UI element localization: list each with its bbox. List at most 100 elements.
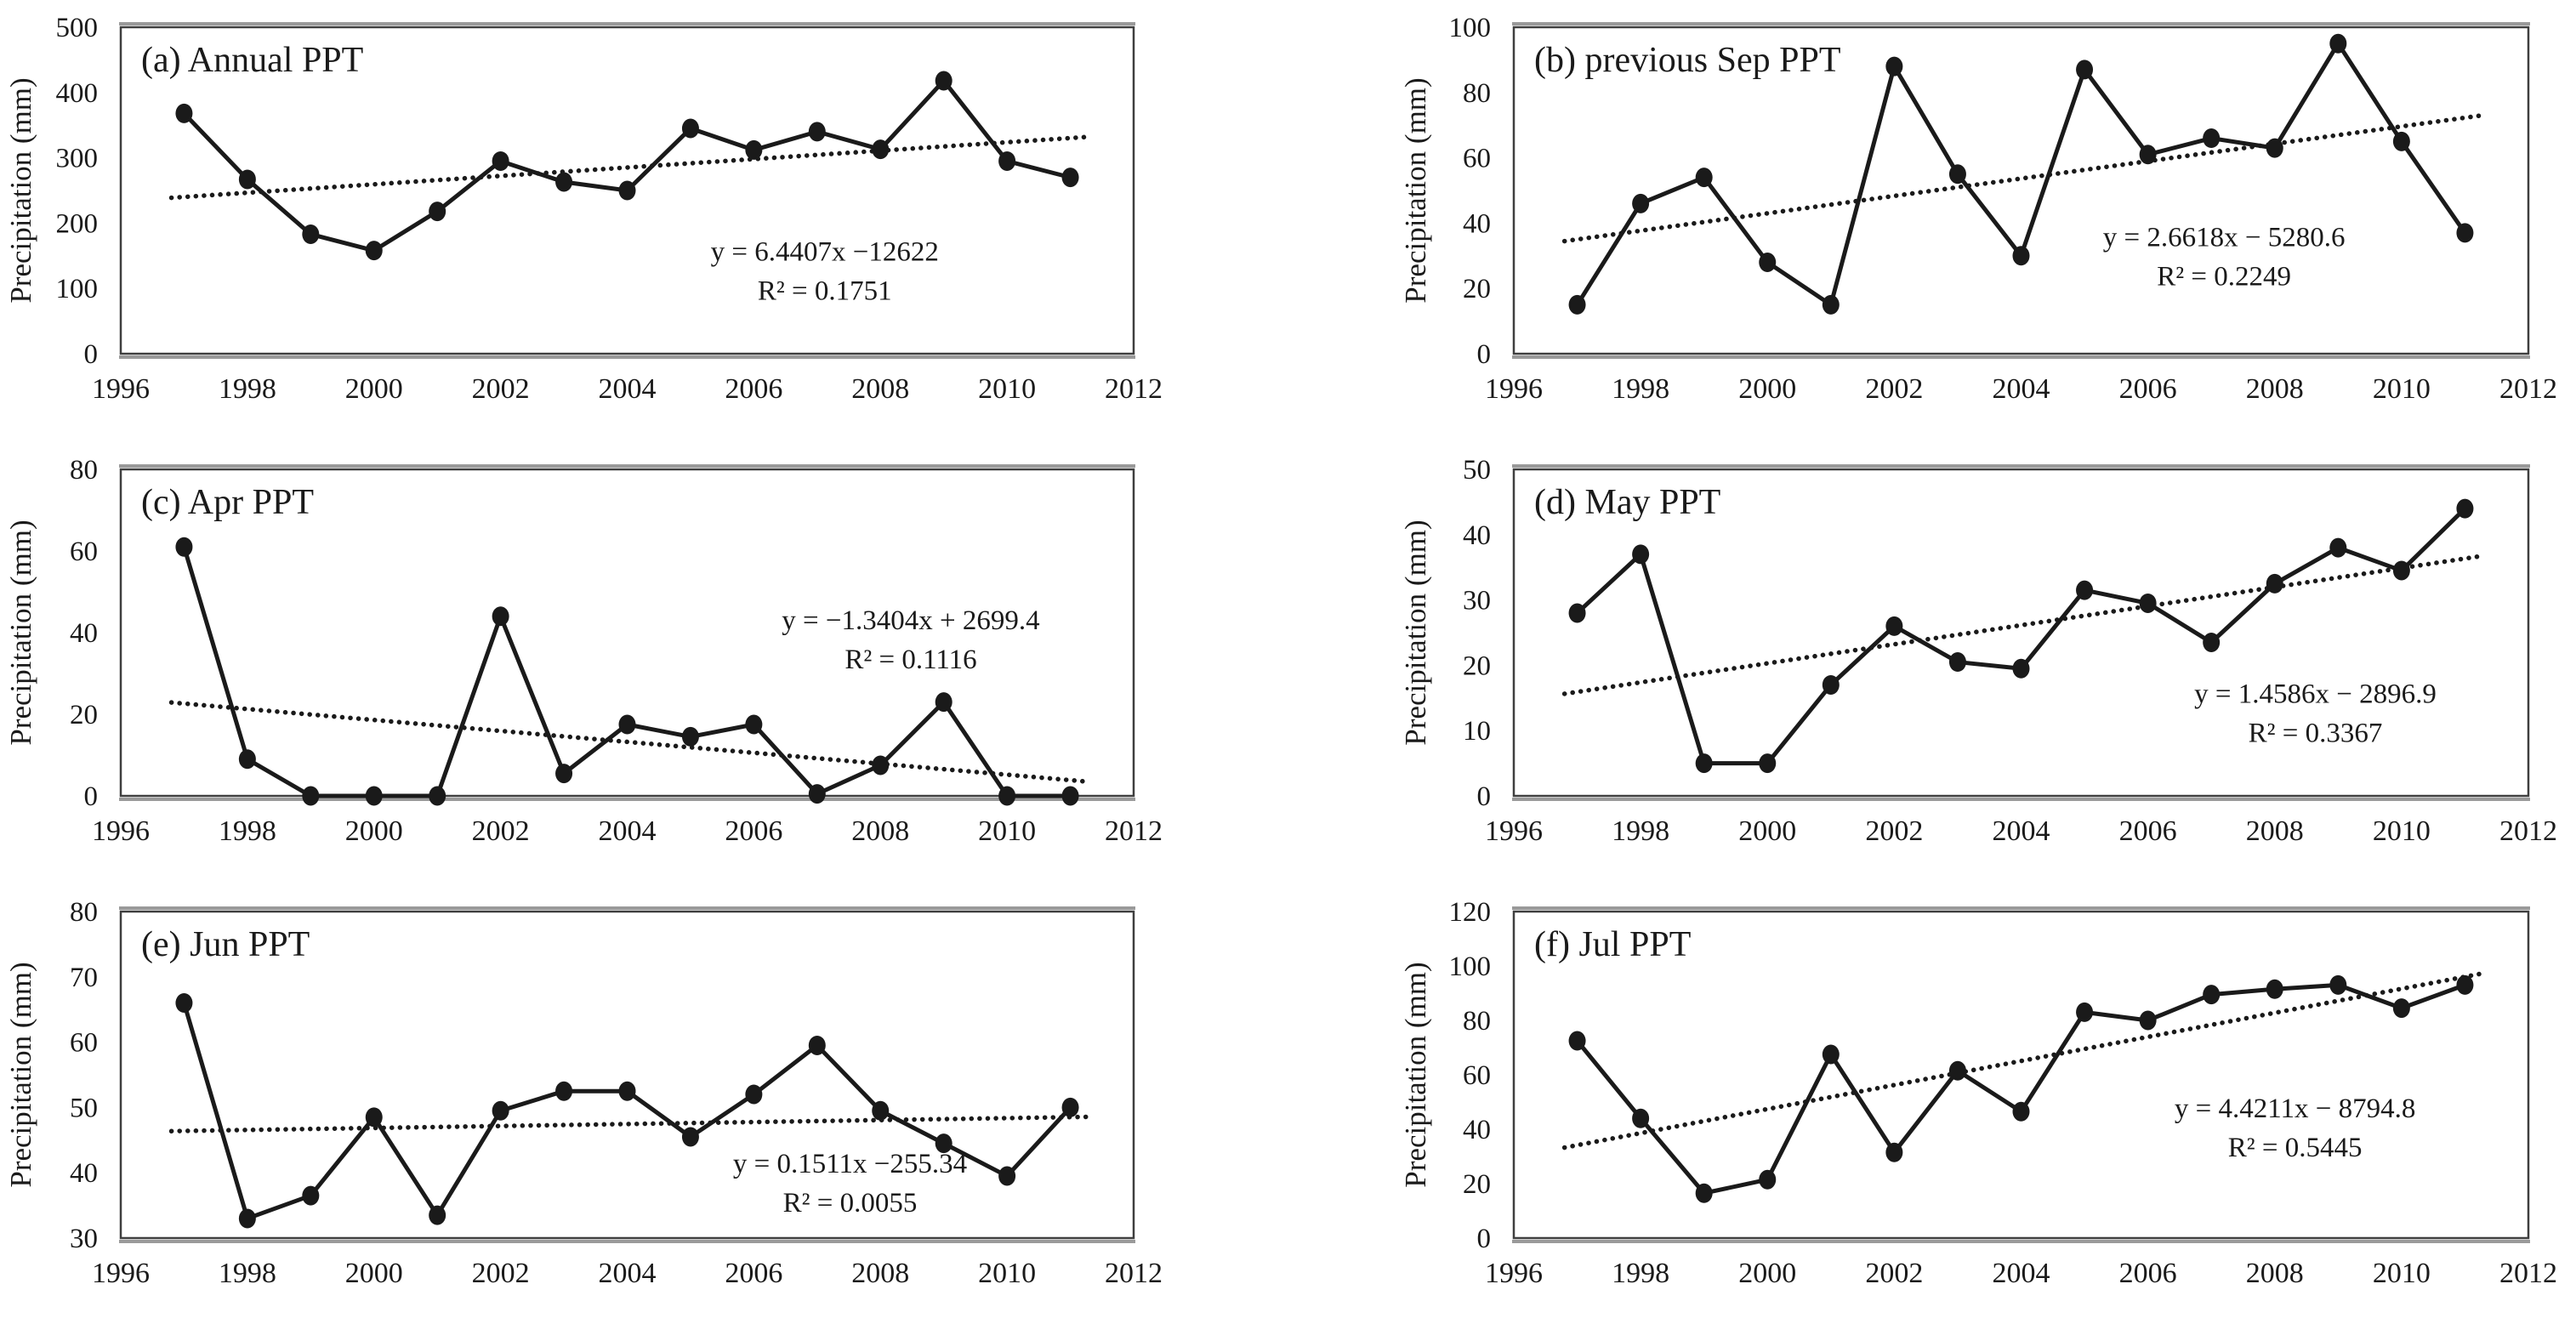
data-point	[2076, 60, 2094, 80]
y-tick-label: 80	[1463, 1006, 1491, 1037]
x-tick-label: 2006	[725, 815, 782, 847]
chart-svg-e: 30 40 50 60 70 80 1996 1998 2000 2002 2004 2006 2008…	[4, 897, 1163, 1289]
y-axis-label: Precipitation (mm)	[1399, 962, 1432, 1187]
chart-panel-e: 30 40 50 60 70 80 1996 1998 2000 2002 2004 2006 2008…	[0, 884, 1242, 1318]
y-tick-label: 40	[1463, 208, 1491, 239]
y-tick-label: 20	[70, 700, 98, 730]
x-tick-label: 2004	[599, 373, 657, 405]
data-point	[2076, 580, 2094, 600]
chart-svg-a: 0 100 200 300 400 500 1996 1998 2000 2002 2004 2006…	[4, 13, 1163, 405]
plot-border	[1512, 468, 2530, 798]
chart-panel-f: 0 20 40 60 80 100 120 1996 1998 2000 2002 2004 2006 2…	[1301, 884, 2576, 1318]
data-point	[2329, 974, 2347, 995]
plot-border	[1512, 26, 2530, 355]
data-point	[1948, 164, 1966, 185]
data-point	[745, 714, 763, 735]
y-tick-label: 50	[1463, 455, 1491, 486]
y-tick-label: 100	[1449, 13, 1492, 43]
y-tick-label: 0	[1477, 781, 1492, 812]
data-point	[175, 103, 193, 123]
r-squared-text: R² = 0.1116	[844, 645, 976, 675]
y-tick-label: 0	[84, 781, 99, 812]
y-tick-label: 0	[84, 339, 99, 370]
chart-panel-c: 0 20 40 60 80 1996 1998 2000 2002 2004 2006 2008 201…	[0, 442, 1242, 876]
x-tick-label: 2004	[1993, 815, 2050, 847]
data-point	[1822, 294, 1840, 315]
y-tick-label: 60	[1463, 144, 1491, 174]
y-tick-label: 10	[1463, 716, 1491, 747]
equation-text: y = 2.6618x − 5280.6	[2103, 222, 2346, 253]
x-tick-label: 2012	[1105, 373, 1163, 405]
data-point	[2012, 246, 2030, 266]
data-point	[1948, 1060, 1966, 1081]
data-point	[429, 786, 446, 806]
chart-svg-f: 0 20 40 60 80 100 120 1996 1998 2000 2002 2004 2006 2…	[1399, 897, 2557, 1289]
x-tick-label: 2002	[472, 815, 530, 847]
x-tick-label: 1998	[1612, 815, 1669, 847]
data-point	[1061, 1097, 1079, 1117]
x-tick-label: 1996	[1485, 815, 1543, 847]
x-tick-label: 2012	[2499, 373, 2557, 405]
chart-svg-d: 0 10 20 30 40 50 1996 1998 2000 2002 2004 2006 2008 2…	[1399, 455, 2557, 847]
data-point	[2329, 537, 2347, 558]
y-tick-label: 40	[70, 618, 98, 649]
data-point	[1695, 1183, 1713, 1203]
data-point	[2329, 33, 2347, 54]
data-point	[872, 139, 890, 160]
y-tick-label: 100	[56, 274, 99, 304]
x-tick-label: 2008	[2246, 1258, 2304, 1289]
data-point	[2392, 560, 2410, 581]
x-tick-label: 1998	[1612, 1258, 1669, 1289]
x-tick-label: 2010	[978, 1258, 1036, 1289]
data-point	[681, 726, 699, 747]
data-point	[492, 151, 509, 171]
data-point	[492, 606, 509, 627]
y-tick-label: 120	[1449, 897, 1492, 928]
data-point	[555, 172, 573, 192]
x-tick-label: 1996	[92, 373, 150, 405]
data-point	[681, 118, 699, 139]
data-point	[872, 1100, 890, 1121]
x-tick-label: 2012	[2499, 815, 2557, 847]
data-point	[2139, 593, 2157, 613]
data-point	[2012, 658, 2030, 679]
data-point	[745, 139, 763, 160]
data-point	[302, 1185, 320, 1206]
data-point	[745, 1084, 763, 1105]
data-point	[2203, 985, 2221, 1005]
data-point	[175, 537, 193, 557]
x-tick-label: 2000	[345, 1258, 403, 1289]
data-point	[2456, 223, 2474, 243]
x-tick-label: 2012	[1105, 815, 1163, 847]
data-point	[2392, 998, 2410, 1019]
x-tick-label: 2006	[2119, 373, 2177, 405]
data-point	[935, 1133, 952, 1154]
data-point	[2266, 138, 2283, 158]
data-point	[2139, 1010, 2157, 1031]
y-tick-label: 80	[70, 455, 98, 486]
data-point	[2456, 498, 2474, 519]
data-point	[998, 151, 1016, 171]
x-tick-label: 1998	[219, 815, 276, 847]
data-point	[492, 1100, 509, 1121]
data-point	[998, 1166, 1016, 1186]
data-point	[1822, 674, 1840, 695]
y-tick-label: 40	[1463, 520, 1491, 551]
x-tick-label: 2006	[725, 1258, 782, 1289]
x-tick-label: 2000	[1738, 1258, 1796, 1289]
data-point	[872, 755, 890, 775]
data-point	[935, 692, 952, 713]
data-point	[2392, 131, 2410, 151]
trend-line	[168, 134, 1092, 201]
y-tick-label: 40	[70, 1158, 98, 1189]
x-tick-label: 2004	[1993, 373, 2050, 405]
y-tick-label: 20	[1463, 1169, 1491, 1200]
data-point	[808, 784, 826, 804]
x-tick-label: 2006	[2119, 1258, 2177, 1289]
data-point	[1885, 56, 1903, 77]
x-tick-label: 1996	[92, 1258, 150, 1289]
chart-svg-b: 0 20 40 60 80 100 1996 1998 2000 2002 2004 2006 2008…	[1399, 13, 2557, 405]
x-tick-label: 2010	[978, 373, 1036, 405]
data-point	[1759, 252, 1777, 272]
